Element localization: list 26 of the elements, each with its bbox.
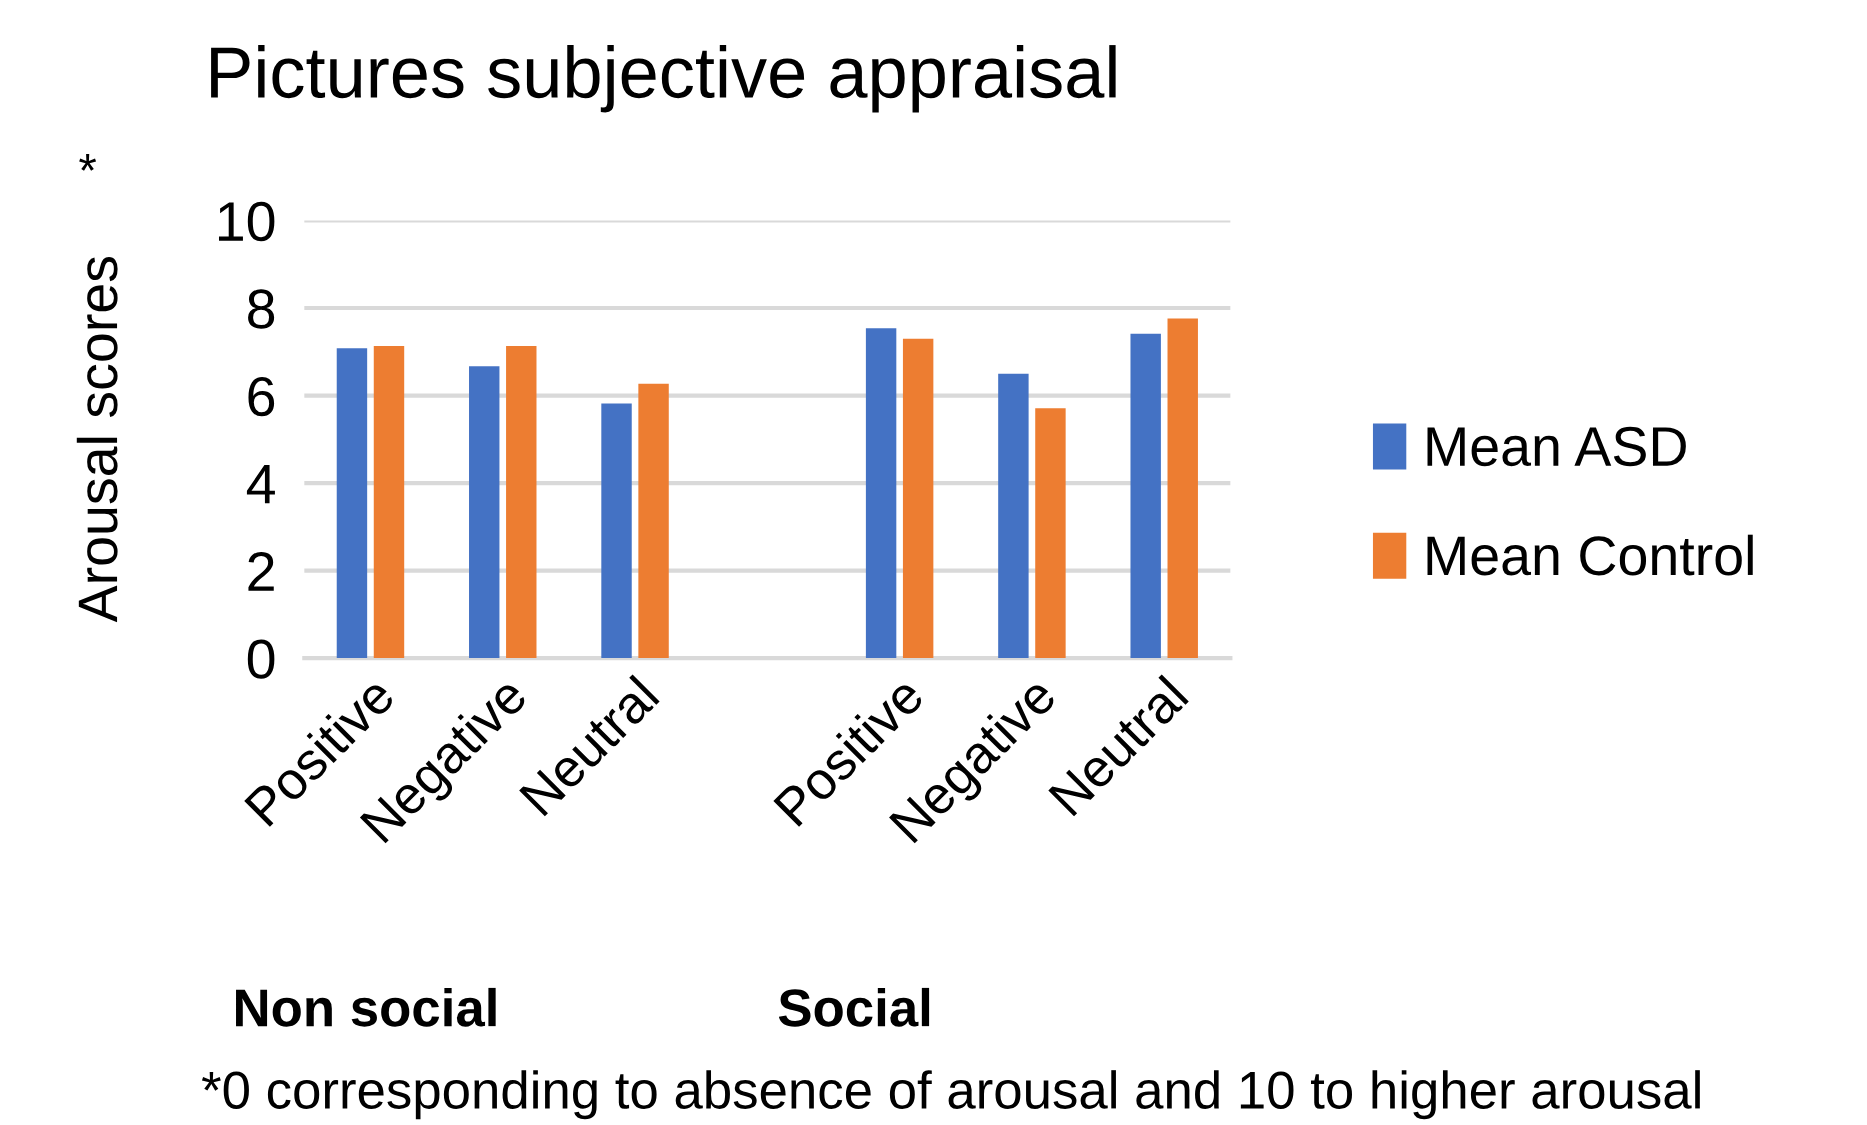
y-axis-title: Arousal scores <box>76 257 118 623</box>
bar <box>902 338 934 659</box>
legend-label: Mean Control <box>1427 534 1753 576</box>
bar <box>638 383 669 659</box>
bar <box>336 348 368 659</box>
text: Non social <box>236 987 496 1027</box>
bar <box>998 373 1029 659</box>
y-tick-label: 6 <box>248 376 275 417</box>
text: *0 corresponding to absence of arousal and 10 to higher arousal <box>201 1070 1700 1120</box>
bar <box>1167 318 1198 659</box>
text: * <box>79 154 97 171</box>
bar <box>506 346 537 659</box>
legend-label: Mean ASD <box>1427 426 1686 467</box>
bar <box>1130 333 1161 659</box>
chart-title: Pictures subjective appraisal <box>211 45 1116 113</box>
bar <box>601 403 632 659</box>
y-tick-label: 2 <box>248 551 274 591</box>
y-tick-label: 10 <box>218 201 275 242</box>
y-tick-label: 4 <box>246 464 275 504</box>
bar <box>1035 408 1066 659</box>
text: Social <box>778 987 930 1027</box>
y-tick-label: 8 <box>248 289 275 329</box>
bar <box>373 346 405 659</box>
y-tick-label: 0 <box>247 639 275 679</box>
bar <box>469 366 500 659</box>
bar <box>865 328 897 659</box>
